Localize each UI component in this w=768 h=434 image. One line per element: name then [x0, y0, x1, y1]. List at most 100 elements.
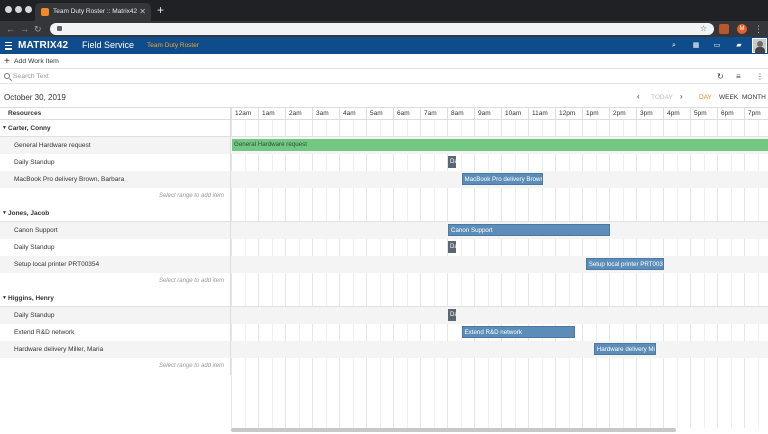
- hour-header: 3am: [312, 107, 339, 120]
- more-options-icon[interactable]: ⋮: [756, 72, 764, 81]
- hour-header: 11am: [528, 107, 555, 120]
- grid-line: [406, 120, 408, 428]
- url-field[interactable]: ☆: [50, 23, 714, 35]
- view-month-button[interactable]: MONTH: [742, 94, 766, 101]
- hamburger-menu-icon[interactable]: [5, 40, 12, 50]
- refresh-icon[interactable]: ↻: [717, 72, 724, 81]
- forward-icon[interactable]: →: [20, 24, 29, 34]
- browser-tab[interactable]: Team Duty Roster :: Matrix42 ✕: [35, 3, 151, 21]
- add-item-hint-row-label: Select range to add item: [0, 188, 231, 205]
- work-item-row-label: Daily Standup: [0, 307, 231, 324]
- hour-header: 3pm: [636, 107, 663, 120]
- new-tab-icon[interactable]: +: [157, 3, 165, 17]
- schedule-event[interactable]: Da: [448, 241, 457, 253]
- expand-caret-icon[interactable]: ▼: [2, 295, 7, 301]
- resource-group-row[interactable]: ▼ Carter, Conny: [0, 120, 768, 137]
- work-item-row[interactable]: Daily Standup: [0, 239, 768, 256]
- reload-icon[interactable]: ↻: [34, 24, 42, 34]
- chat-icon[interactable]: ▰: [736, 42, 742, 49]
- resources-header: Resources: [0, 107, 231, 120]
- address-bar-row: ← → ↻ ☆ M ⋮: [0, 21, 768, 37]
- horizontal-scrollbar[interactable]: [231, 428, 676, 432]
- display-icon[interactable]: ▭: [713, 42, 721, 49]
- work-item-row-label: Daily Standup: [0, 154, 231, 171]
- browser-menu-icon[interactable]: ⋮: [754, 24, 763, 34]
- expand-caret-icon[interactable]: ▼: [2, 125, 7, 131]
- grid-line: [433, 120, 435, 428]
- hour-header: 6am: [393, 107, 420, 120]
- work-item-row-label: General Hardware request: [0, 137, 231, 154]
- app-header: MATRIX42 Field Service Team Duty Roster …: [0, 37, 768, 54]
- work-item-row[interactable]: Canon Support: [0, 222, 768, 239]
- work-item-row[interactable]: Hardware delivery Miller, Maria: [0, 341, 768, 358]
- work-item-row[interactable]: Setup local printer PRT00354: [0, 256, 768, 273]
- expand-caret-icon[interactable]: ▼: [2, 210, 7, 216]
- today-button[interactable]: TODAY: [651, 94, 673, 101]
- plus-icon[interactable]: +: [4, 56, 10, 67]
- add-work-item-button[interactable]: Add Work Item: [14, 58, 59, 65]
- grid-line: [528, 120, 529, 428]
- grid-line: [609, 120, 610, 428]
- close-tab-icon[interactable]: ✕: [139, 7, 146, 16]
- add-item-hint-row[interactable]: Select range to add item: [0, 188, 768, 205]
- user-avatar[interactable]: [752, 38, 767, 53]
- app-logo: MATRIX42: [18, 40, 69, 51]
- hour-header: 6pm: [717, 107, 744, 120]
- filter-icon[interactable]: ≡: [736, 72, 741, 81]
- schedule-event[interactable]: Da: [448, 309, 457, 321]
- schedule-event[interactable]: Da: [448, 156, 457, 168]
- grid-line: [474, 120, 475, 428]
- schedule-event[interactable]: Setup local printer PRT00354: [585, 258, 664, 270]
- resource-group-row[interactable]: ▼ Jones, Jacob: [0, 205, 768, 222]
- search-input[interactable]: [13, 71, 313, 82]
- work-item-row[interactable]: Extend R&D network: [0, 324, 768, 341]
- close-window-icon[interactable]: [5, 6, 12, 13]
- hour-header: 9am: [474, 107, 501, 120]
- back-icon[interactable]: ←: [6, 24, 15, 34]
- chevron-left-icon[interactable]: ‹: [637, 92, 640, 101]
- row-text: Select range to add item: [158, 363, 224, 369]
- search-icon[interactable]: ⌕: [672, 42, 676, 49]
- scheduler-grid[interactable]: Resources 12am 1am 2am 3am 4am 5am 6am 7am 8am 9a…: [0, 107, 768, 434]
- hour-header: 4pm: [663, 107, 690, 120]
- resource-group-row[interactable]: ▼ Higgins, Henry: [0, 290, 768, 307]
- action-toolbar: + Add Work Item: [0, 55, 768, 69]
- work-item-row-label: Hardware delivery Miller, Maria: [0, 341, 231, 358]
- schedule-event[interactable]: General Hardware request: [232, 139, 768, 151]
- user-photo-icon: [757, 41, 763, 47]
- current-date: October 30, 2019: [4, 93, 66, 102]
- resource-group-row-label: Higgins, Henry: [0, 290, 231, 307]
- hour-header: 5am: [366, 107, 393, 120]
- view-week-button[interactable]: WEEK: [719, 94, 739, 101]
- grid-line: [555, 120, 556, 428]
- grid-line: [420, 120, 421, 428]
- work-item-row[interactable]: Daily Standup: [0, 307, 768, 324]
- extension-icon[interactable]: [719, 24, 729, 34]
- minimize-window-icon[interactable]: [15, 6, 22, 13]
- work-item-row-label: Extend R&D network: [0, 324, 231, 341]
- profile-avatar[interactable]: M: [737, 24, 747, 34]
- add-item-hint-row[interactable]: Select range to add item: [0, 358, 768, 375]
- grid-line: [690, 120, 691, 428]
- grid-line: [366, 120, 367, 428]
- grid-line: [717, 120, 718, 428]
- schedule-event[interactable]: Canon Support: [448, 224, 610, 236]
- work-item-row[interactable]: Daily Standup: [0, 154, 768, 171]
- schedule-event[interactable]: Extend R&D network: [461, 326, 575, 338]
- schedule-event[interactable]: MacBook Pro delivery Brown, Barbara: [461, 173, 543, 185]
- view-day-button[interactable]: DAY: [699, 94, 712, 101]
- schedule-event[interactable]: Hardware delivery Miller, Maria: [593, 343, 656, 355]
- grid-line: [568, 120, 570, 428]
- chevron-right-icon[interactable]: ›: [680, 92, 683, 101]
- grid-line: [501, 120, 502, 428]
- maximize-window-icon[interactable]: [25, 6, 32, 13]
- apps-grid-icon[interactable]: ▦: [692, 42, 700, 49]
- hour-header: 4am: [339, 107, 366, 120]
- hour-header: 2am: [285, 107, 312, 120]
- row-text: General Hardware request: [14, 142, 91, 149]
- resource-group-row-label: Carter, Conny: [0, 120, 231, 137]
- add-item-hint-row[interactable]: Select range to add item: [0, 273, 768, 290]
- row-text: Setup local printer PRT00354: [14, 261, 100, 268]
- bookmark-star-icon[interactable]: ☆: [699, 24, 707, 33]
- work-item-row[interactable]: MacBook Pro delivery Brown, Barbara: [0, 171, 768, 188]
